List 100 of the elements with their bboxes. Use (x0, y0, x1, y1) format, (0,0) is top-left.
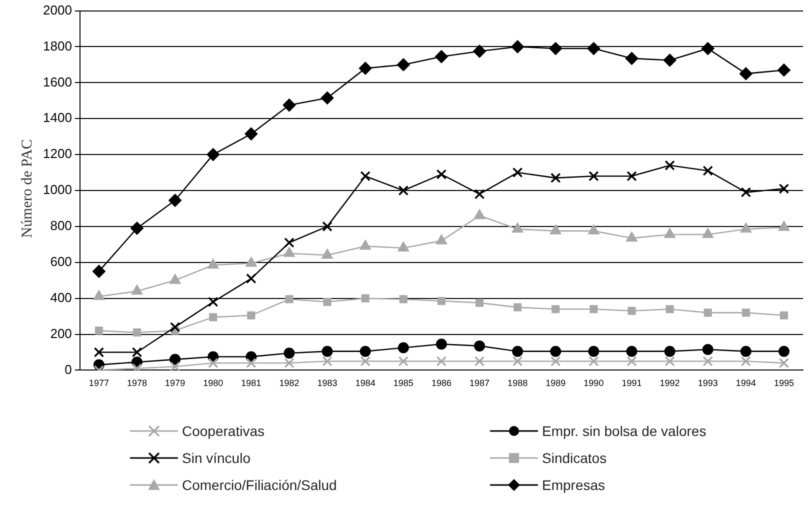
point (740, 346, 752, 357)
point (702, 344, 714, 356)
legend-label: Cooperativas (182, 423, 264, 439)
point (474, 356, 485, 366)
point (208, 296, 218, 308)
x-tick-label: 1982 (279, 378, 300, 388)
point (246, 358, 256, 368)
point (360, 356, 370, 366)
point (663, 54, 676, 67)
y-tick-label: 1000 (43, 182, 72, 198)
x-tick-label: 1994 (736, 378, 756, 388)
point (777, 64, 790, 77)
point (434, 50, 448, 64)
point (550, 346, 562, 357)
point (247, 311, 256, 320)
point (739, 67, 752, 80)
point (666, 305, 674, 314)
point (399, 295, 408, 304)
point (742, 308, 750, 317)
point (474, 188, 485, 200)
point (398, 342, 409, 354)
point (625, 52, 638, 65)
point (206, 148, 220, 162)
point (778, 220, 790, 231)
legend-label: Sin vínculo (182, 450, 250, 466)
point (93, 290, 105, 300)
point (550, 356, 561, 366)
point (322, 356, 332, 366)
y-tick-label: 800 (50, 218, 72, 234)
point (284, 348, 295, 359)
x-tick-label: 1992 (660, 378, 680, 388)
point (284, 358, 294, 368)
point (169, 274, 181, 284)
x-tick-label: 1995 (774, 378, 794, 388)
point (170, 322, 180, 332)
point (285, 295, 294, 304)
x-tick-label: 1985 (393, 378, 414, 388)
x-tick-label: 1991 (622, 378, 642, 388)
point (512, 356, 523, 366)
point (170, 354, 181, 365)
point (437, 296, 446, 306)
point (207, 258, 219, 269)
point (664, 356, 675, 366)
point (436, 338, 447, 350)
point (778, 346, 790, 357)
point (360, 240, 372, 250)
point (322, 221, 332, 232)
point (512, 346, 524, 357)
point (284, 246, 295, 257)
point (284, 237, 294, 248)
point (512, 167, 523, 178)
point (475, 298, 484, 307)
point (361, 294, 370, 302)
point (322, 248, 333, 259)
point (322, 346, 333, 357)
y-tick-label: 1600 (43, 74, 72, 90)
point (552, 305, 560, 314)
point (360, 346, 371, 357)
point (512, 222, 524, 233)
point (358, 62, 372, 75)
point (323, 298, 332, 306)
y-tick-label: 1400 (43, 110, 72, 126)
point (396, 58, 410, 72)
point (94, 326, 103, 335)
point (514, 303, 522, 312)
point (740, 187, 752, 198)
x-tick-label: 1977 (88, 378, 109, 388)
point (588, 170, 599, 182)
point (740, 222, 752, 233)
point (626, 170, 637, 182)
point (702, 166, 713, 176)
point (436, 234, 448, 244)
legend-label: Empr. sin bolsa de valores (542, 423, 706, 439)
point (94, 347, 104, 358)
y-tick-label: 200 (50, 326, 72, 341)
point (587, 42, 600, 56)
point (702, 228, 714, 238)
point (702, 356, 713, 366)
y-tick-label: 600 (50, 254, 72, 269)
point (398, 185, 409, 196)
point (701, 42, 714, 56)
point (92, 264, 106, 278)
y-tick-label: 400 (50, 290, 72, 305)
x-tick-label: 1993 (698, 378, 718, 388)
point (511, 40, 524, 54)
point (780, 311, 788, 320)
point (626, 232, 638, 242)
x-tick-label: 1978 (126, 378, 148, 388)
x-tick-label: 1987 (470, 378, 490, 388)
point (170, 361, 180, 370)
point (130, 222, 144, 235)
point (168, 194, 182, 207)
y-tick-label: 0 (64, 362, 72, 377)
point (436, 356, 447, 366)
point (208, 358, 218, 368)
point (209, 313, 218, 322)
x-tick-label: 1989 (546, 378, 566, 388)
x-tick-label: 1983 (317, 378, 338, 388)
x-tick-label: 1988 (508, 378, 528, 388)
point (740, 356, 752, 366)
